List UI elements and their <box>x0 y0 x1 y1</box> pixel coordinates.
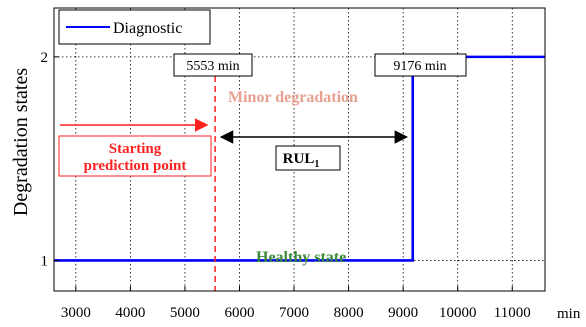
starting-label-line1: Starting <box>109 141 162 157</box>
x-tick-label-0: 3000 <box>61 305 91 321</box>
rul-main: RUL <box>283 151 315 167</box>
series-layer <box>54 55 545 262</box>
prediction-time-label: 5553 min <box>186 59 239 74</box>
plot-frame <box>53 7 546 292</box>
x-tick-label-1: 4000 <box>115 305 145 321</box>
x-tick-label-7: 10000 <box>439 305 477 321</box>
healthy-state-label: Healthy state <box>256 249 346 266</box>
x-tick-label-3: 6000 <box>224 305 254 321</box>
series-line-0 <box>54 55 545 262</box>
starting-prediction-frame <box>58 135 212 177</box>
x-tick-label-4: 7000 <box>279 305 309 321</box>
prediction-time-frame <box>173 53 253 77</box>
y-tick-label-1: 2 <box>41 50 49 66</box>
rul-label: RUL1 <box>283 151 320 170</box>
rul-frame <box>275 145 341 171</box>
y-axis-label: Degradation states <box>10 68 32 216</box>
x-tick-label-6: 9000 <box>388 305 418 321</box>
x-axis-label: min <box>557 306 581 322</box>
transition-time-box: 9176 min <box>374 53 467 77</box>
starting-prediction-box: Starting prediction point <box>58 135 212 177</box>
legend: Diagnostic <box>58 9 211 45</box>
axes: 3000 4000 5000 6000 7000 8000 9000 10000 11000 1 2 <box>41 7 546 321</box>
y-tick-label-0: 1 <box>41 253 49 269</box>
prediction-time-box: 5553 min <box>173 53 253 77</box>
x-tick-label-8: 11000 <box>494 305 531 321</box>
transition-time-label: 9176 min <box>393 59 446 74</box>
annotations <box>60 76 409 291</box>
transition-time-frame <box>374 53 467 77</box>
rul-box: RUL1 <box>275 145 341 171</box>
minor-degradation-label: Minor degradation <box>228 89 358 106</box>
x-tick-label-5: 8000 <box>334 305 364 321</box>
legend-label-diagnostic: Diagnostic <box>113 20 182 37</box>
starting-label-line2: prediction point <box>84 158 187 174</box>
rul-subscript: 1 <box>314 159 319 170</box>
x-tick-label-2: 5000 <box>170 305 200 321</box>
